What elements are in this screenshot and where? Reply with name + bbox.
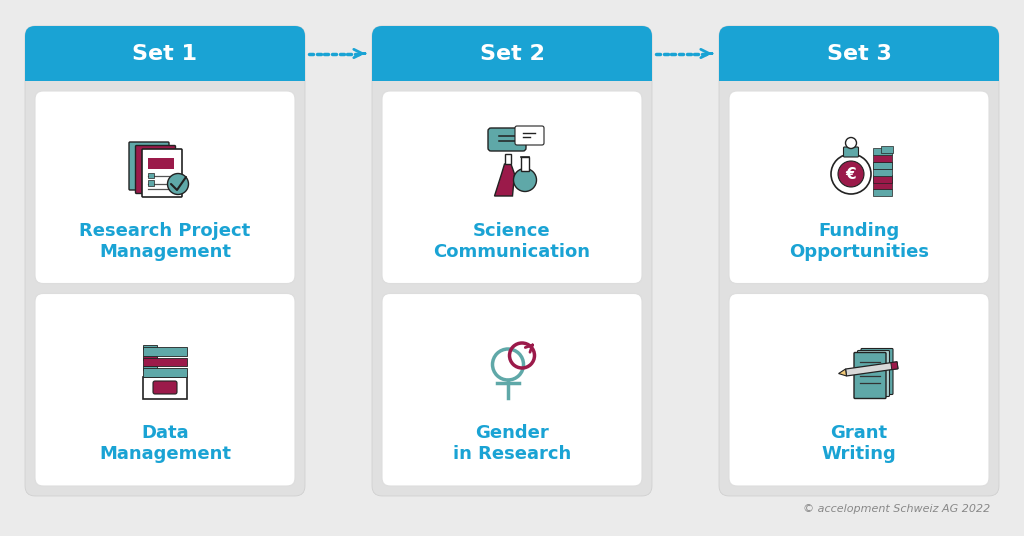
Bar [143,355,157,360]
Bar [873,148,892,155]
Circle shape [168,174,188,195]
Text: Grant
Writing: Grant Writing [821,425,896,463]
Bar [873,175,892,182]
Bar [143,376,187,398]
FancyBboxPatch shape [515,126,544,145]
Bar [143,345,157,349]
Bar [148,173,154,178]
Circle shape [831,154,871,194]
FancyBboxPatch shape [729,91,989,284]
Text: €: € [846,167,856,182]
Circle shape [838,161,864,187]
FancyBboxPatch shape [372,26,652,81]
Bar [881,146,893,153]
Polygon shape [495,164,514,196]
Text: Funding
Opportunities: Funding Opportunities [790,222,929,260]
Bar [873,182,892,189]
FancyBboxPatch shape [719,26,999,81]
Bar [148,158,174,169]
Bar [719,54,999,81]
FancyBboxPatch shape [488,128,526,151]
FancyBboxPatch shape [35,294,295,486]
Bar [873,189,892,196]
Bar [873,155,892,162]
Bar [372,54,652,81]
FancyBboxPatch shape [382,294,642,486]
Polygon shape [839,369,847,376]
FancyBboxPatch shape [135,145,175,193]
Text: © accelopment Schweiz AG 2022: © accelopment Schweiz AG 2022 [803,504,990,514]
FancyBboxPatch shape [729,294,989,486]
FancyBboxPatch shape [861,348,893,394]
Text: Set 3: Set 3 [826,43,892,63]
Bar [521,157,528,171]
FancyBboxPatch shape [719,26,999,496]
Bar [143,358,187,366]
Bar [143,366,157,370]
FancyBboxPatch shape [25,26,305,496]
Text: Set 1: Set 1 [132,43,198,63]
FancyBboxPatch shape [857,351,890,397]
Polygon shape [891,362,898,370]
Bar [148,180,154,185]
FancyBboxPatch shape [142,149,182,197]
Text: Research Project
Management: Research Project Management [80,222,251,260]
Text: Science
Communication: Science Communication [433,222,591,260]
Bar [143,368,187,376]
Bar [25,54,305,81]
Bar [873,162,892,169]
FancyBboxPatch shape [153,381,177,394]
Bar [505,154,511,164]
Text: Gender
in Research: Gender in Research [453,425,571,463]
Circle shape [513,168,537,191]
Circle shape [846,138,856,148]
Bar [873,175,892,182]
FancyBboxPatch shape [372,26,652,496]
Bar [143,347,187,355]
FancyBboxPatch shape [35,91,295,284]
Text: Set 2: Set 2 [479,43,545,63]
FancyBboxPatch shape [854,353,886,398]
Bar [873,168,892,175]
Bar [873,161,892,168]
FancyBboxPatch shape [129,142,169,190]
FancyBboxPatch shape [844,147,858,157]
Text: Data
Management: Data Management [99,425,231,463]
FancyBboxPatch shape [382,91,642,284]
Polygon shape [846,362,898,376]
FancyBboxPatch shape [25,26,305,81]
